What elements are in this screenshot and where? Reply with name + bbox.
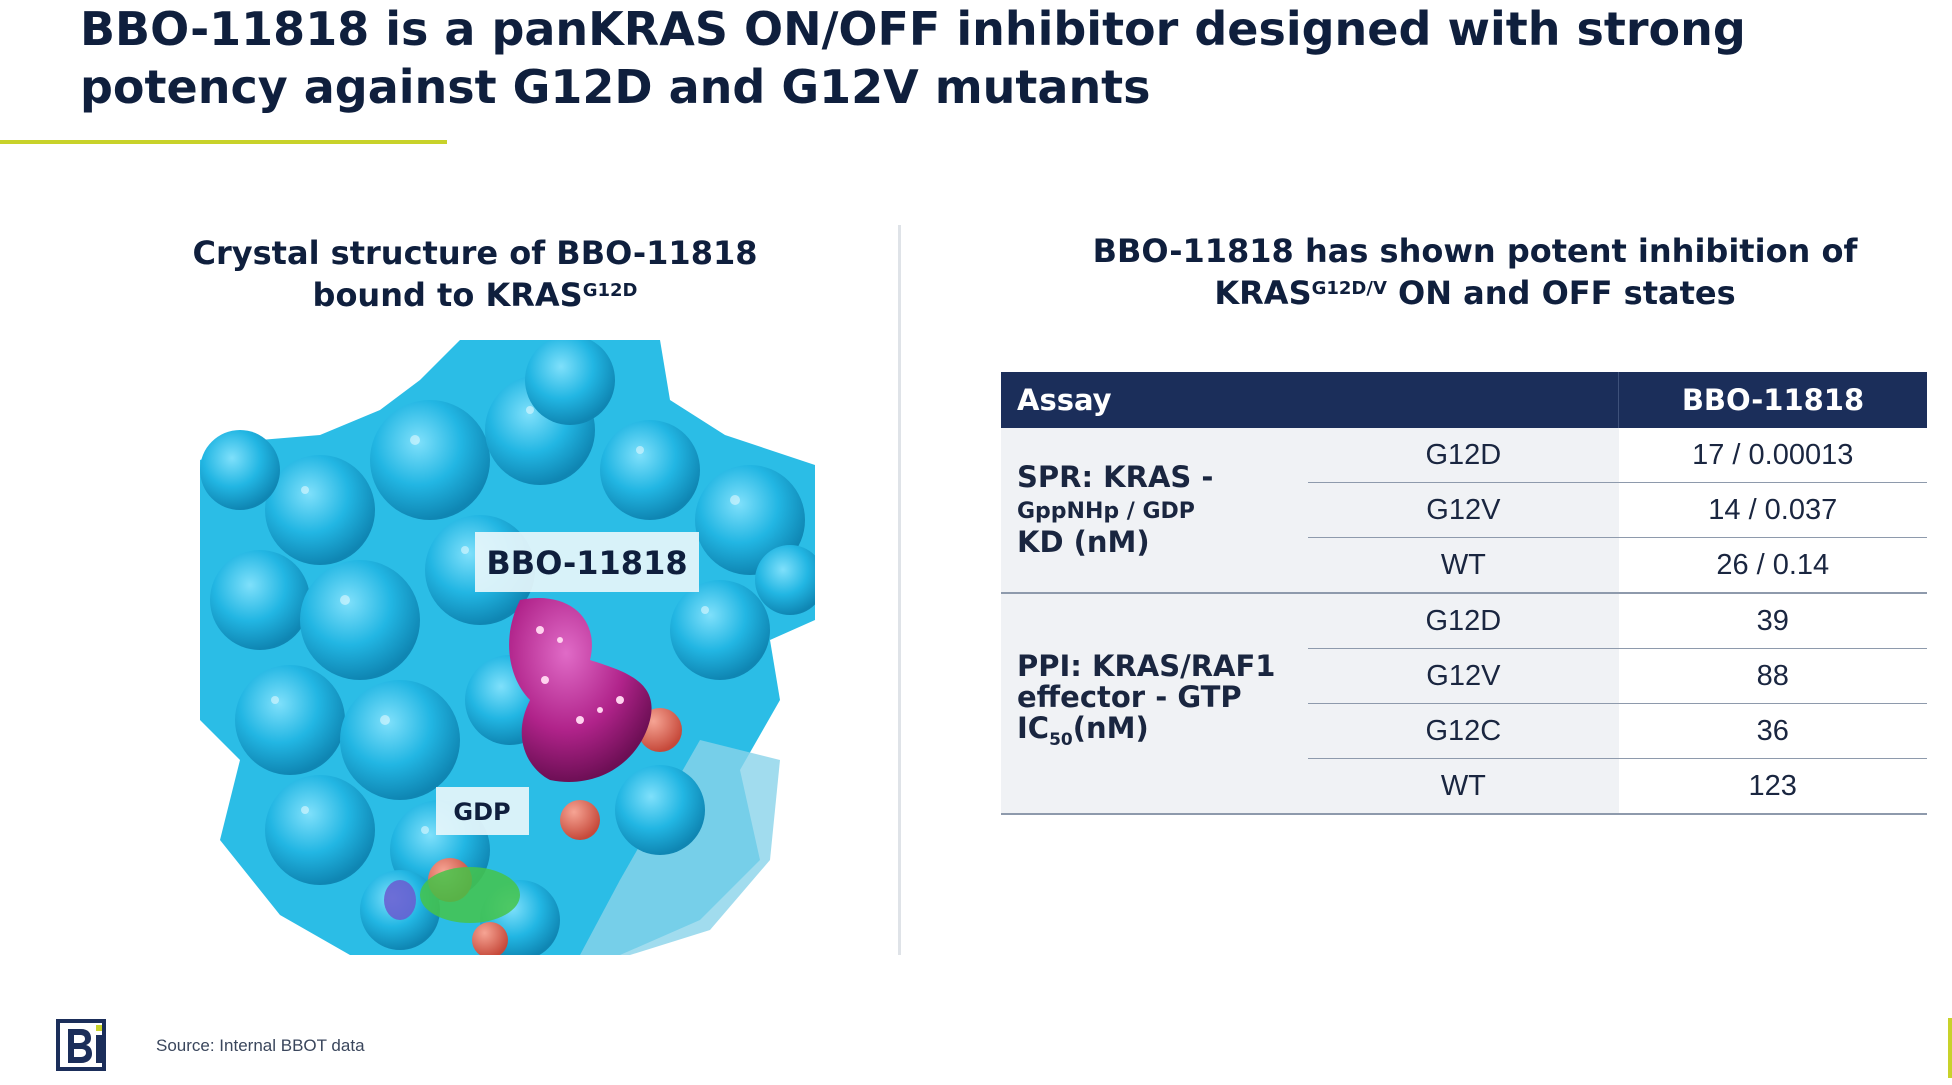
header-assay: Assay	[1001, 372, 1619, 428]
value-cell: 123	[1618, 758, 1927, 815]
table-row: WT 26 / 0.14	[1001, 537, 1927, 594]
table-header-row: Assay BBO-11818	[1001, 372, 1927, 428]
value-cell: 14 / 0.037	[1618, 482, 1927, 538]
mutant-cell: WT	[1308, 758, 1619, 815]
mutant-cell: G12V	[1308, 482, 1619, 538]
structure-heading: Crystal structure of BBO-11818 bound to …	[192, 234, 758, 314]
table-row: G12C 36	[1001, 703, 1927, 759]
value-cell: 26 / 0.14	[1618, 537, 1927, 594]
assay-spr: SPR: KRAS - GppNHp / GDP KD (nM)	[1001, 428, 1309, 594]
source-note: Source: Internal BBOT data	[156, 1036, 365, 1055]
title-line-2: potency against G12D and G12V mutants	[80, 60, 1151, 114]
mutant-cell: G12D	[1308, 428, 1619, 483]
corner-accent-bar	[1948, 1018, 1952, 1078]
header-compound: BBO-11818	[1618, 372, 1927, 428]
inhibition-heading: BBO-11818 has shown potent inhibition of…	[1092, 232, 1858, 312]
gdp-label: GDP	[453, 798, 510, 826]
table-row: WT 123	[1001, 758, 1927, 815]
mutant-cell: G12C	[1308, 703, 1619, 759]
assay-ppi: PPI: KRAS/RAF1 effector - GTP IC50(nM)	[1001, 593, 1309, 815]
value-cell: 17 / 0.00013	[1618, 428, 1927, 483]
value-cell: 88	[1618, 648, 1927, 704]
crystal-structure-image: BBO-11818 GDP	[200, 340, 815, 955]
mutant-cell: WT	[1308, 537, 1619, 594]
slide-title: BBO-11818 is a panKRAS ON/OFF inhibitor …	[80, 0, 1840, 116]
value-cell: 39	[1618, 593, 1927, 649]
title-accent-rule	[0, 140, 447, 144]
bbot-logo-icon	[56, 1019, 106, 1071]
ligand-label: BBO-11818	[486, 544, 687, 582]
mutant-cell: G12V	[1308, 648, 1619, 704]
value-cell: 36	[1618, 703, 1927, 759]
panel-divider	[898, 225, 901, 955]
title-line-1: BBO-11818 is a panKRAS ON/OFF inhibitor …	[80, 2, 1746, 56]
table-row: G12V 88	[1001, 648, 1927, 704]
mutant-cell: G12D	[1308, 593, 1619, 649]
assay-table: Assay BBO-11818 SPR: KRAS - GppNHp / GDP…	[1001, 372, 1927, 815]
table-row: PPI: KRAS/RAF1 effector - GTP IC50(nM) G…	[1001, 593, 1927, 815]
table-row: SPR: KRAS - GppNHp / GDP KD (nM) G12D 17…	[1001, 428, 1927, 594]
table-row: G12V 14 / 0.037	[1001, 482, 1927, 538]
